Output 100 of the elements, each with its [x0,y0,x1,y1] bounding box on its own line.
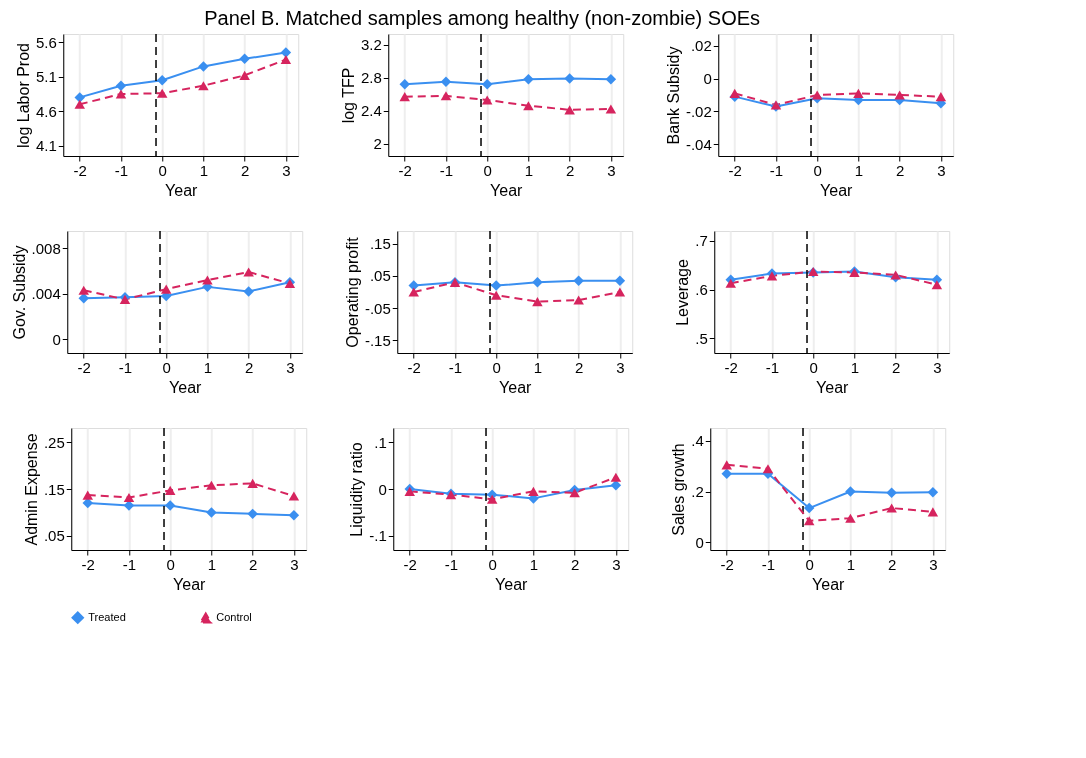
y-tick-label: .004 [31,285,61,303]
x-tick-label: 3 [612,555,621,573]
point [564,105,575,115]
x-tick-label: 1 [524,161,534,179]
y-axis-title: Operating profit [343,236,361,348]
point [614,275,626,287]
point [288,491,300,501]
x-tick-label: -2 [407,358,421,376]
x-tick-label: 2 [565,161,575,179]
point [762,464,774,474]
y-tick-label: -.02 [685,102,712,120]
x-tick-label: -1 [448,358,463,376]
point [399,79,410,90]
x-tick-label: 3 [607,161,616,179]
point [721,460,732,470]
x-tick-label: 0 [809,358,818,376]
y-tick-label: -.1 [369,527,387,545]
x-tick-label: 2 [570,555,580,573]
x-tick-label: -2 [728,161,742,179]
y-tick-label: .4 [691,432,704,450]
y-tick-label: 0 [378,480,387,498]
x-tick-label: 1 [854,161,864,179]
point [605,74,617,85]
point [239,53,250,65]
point [78,293,89,304]
x-tick-label: -1 [761,555,776,573]
point [927,507,939,517]
y-tick-label: .02 [690,37,712,55]
point [408,280,419,291]
point [523,74,534,85]
point [490,290,502,300]
point [886,487,897,499]
x-tick-label: -2 [73,161,87,179]
point [247,478,258,488]
x-tick-label: -2 [403,555,417,573]
point [164,485,176,495]
point [399,92,410,102]
point [206,507,217,518]
point [78,285,89,295]
x-tick-label: -2 [720,555,734,573]
point [729,88,740,98]
x-tick-label: -2 [81,555,95,573]
y-tick-label: 2.4 [360,102,382,120]
point [123,492,135,502]
y-tick-label: 0 [703,70,712,88]
y-tick-label: 5.1 [35,68,57,86]
point [845,486,856,497]
y-tick-label: 2 [373,135,382,153]
point [486,494,498,504]
y-tick-label: .25 [43,433,65,451]
point [115,80,127,91]
x-tick-label: -1 [122,555,137,573]
point [528,486,539,496]
point [74,99,85,109]
point [239,70,250,80]
y-tick-label: .5 [695,329,708,347]
point [569,488,580,498]
point [931,280,943,290]
point [886,503,897,513]
point [243,286,254,297]
x-tick-label: 1 [533,358,543,376]
x-tick-label: 1 [207,555,217,573]
legend-label: Treated [88,610,126,623]
x-axis-title: Year [173,575,207,593]
y-tick-label: .6 [695,281,708,299]
point [894,90,905,100]
point [74,92,85,103]
x-tick-label: 3 [286,358,295,376]
x-tick-label: 3 [933,358,942,376]
x-tick-label: 1 [203,358,213,376]
point [523,101,534,111]
point [243,267,254,277]
point [610,480,622,491]
legend-label: Control [216,610,252,623]
point [408,287,419,297]
x-tick-label: 2 [895,161,905,179]
point [280,54,292,65]
y-tick-label: .15 [369,235,391,253]
y-tick-label: .1 [374,433,387,451]
point [202,275,213,285]
y-tick-label: .008 [31,239,61,257]
x-tick-label: -1 [439,161,454,179]
point [532,277,543,288]
y-tick-label: -.15 [364,331,391,349]
x-axis-title: Year [812,575,846,593]
point [198,81,209,91]
point [82,490,93,500]
y-tick-label: .05 [43,527,65,545]
point [247,508,258,520]
x-tick-label: 0 [158,161,167,179]
y-axis-title: Bank Subsidy [664,46,682,145]
y-tick-label: 0 [695,533,704,551]
x-tick-label: -2 [398,161,412,179]
point [725,278,736,288]
x-tick-label: 3 [282,161,291,179]
point [532,297,543,307]
point [853,88,864,98]
point [614,287,626,297]
y-axis-title: Leverage [674,259,692,326]
x-tick-label: 3 [937,161,946,179]
